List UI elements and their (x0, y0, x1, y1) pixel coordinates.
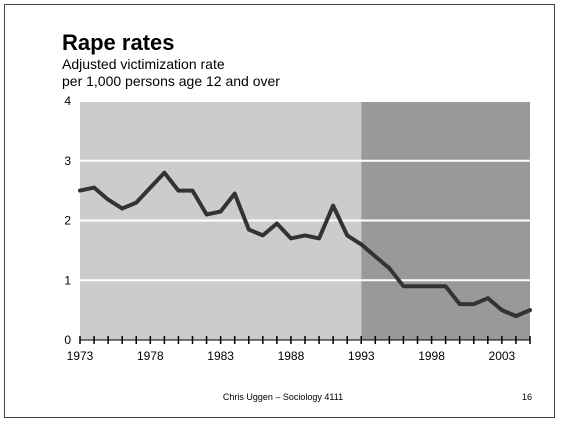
x-tick-labels: 1973 1978 1983 1988 1993 1998 2003 (67, 349, 516, 363)
chart-title: Rape rates (62, 30, 175, 55)
gridlines (80, 100, 530, 282)
x-tick-label: 1978 (137, 349, 164, 363)
y-tick-label: 3 (64, 154, 71, 168)
x-tick-label: 1973 (67, 349, 94, 363)
x-tick-label: 1993 (348, 349, 375, 363)
x-tick-label: 1983 (207, 349, 234, 363)
y-tick-label: 4 (64, 94, 71, 108)
y-tick-label: 1 (64, 273, 71, 287)
series-line-1 (78, 170, 532, 319)
chart-subtitle-line1: Adjusted victimization rate (62, 56, 225, 72)
axes (79, 336, 531, 344)
y-tick-labels: 0 1 2 3 4 (64, 94, 71, 347)
page-number: 16 (522, 392, 532, 402)
y-tick-label: 2 (64, 214, 71, 228)
footer-author: Chris Uggen – Sociology 4111 (223, 392, 343, 402)
y-tick-label: 0 (64, 333, 71, 347)
x-tick-label: 2003 (489, 349, 516, 363)
series-lines (78, 170, 532, 319)
x-tick-label: 1998 (418, 349, 445, 363)
chart-subtitle-line2: per 1,000 persons age 12 and over (62, 73, 280, 89)
x-tick-label: 1988 (278, 349, 305, 363)
